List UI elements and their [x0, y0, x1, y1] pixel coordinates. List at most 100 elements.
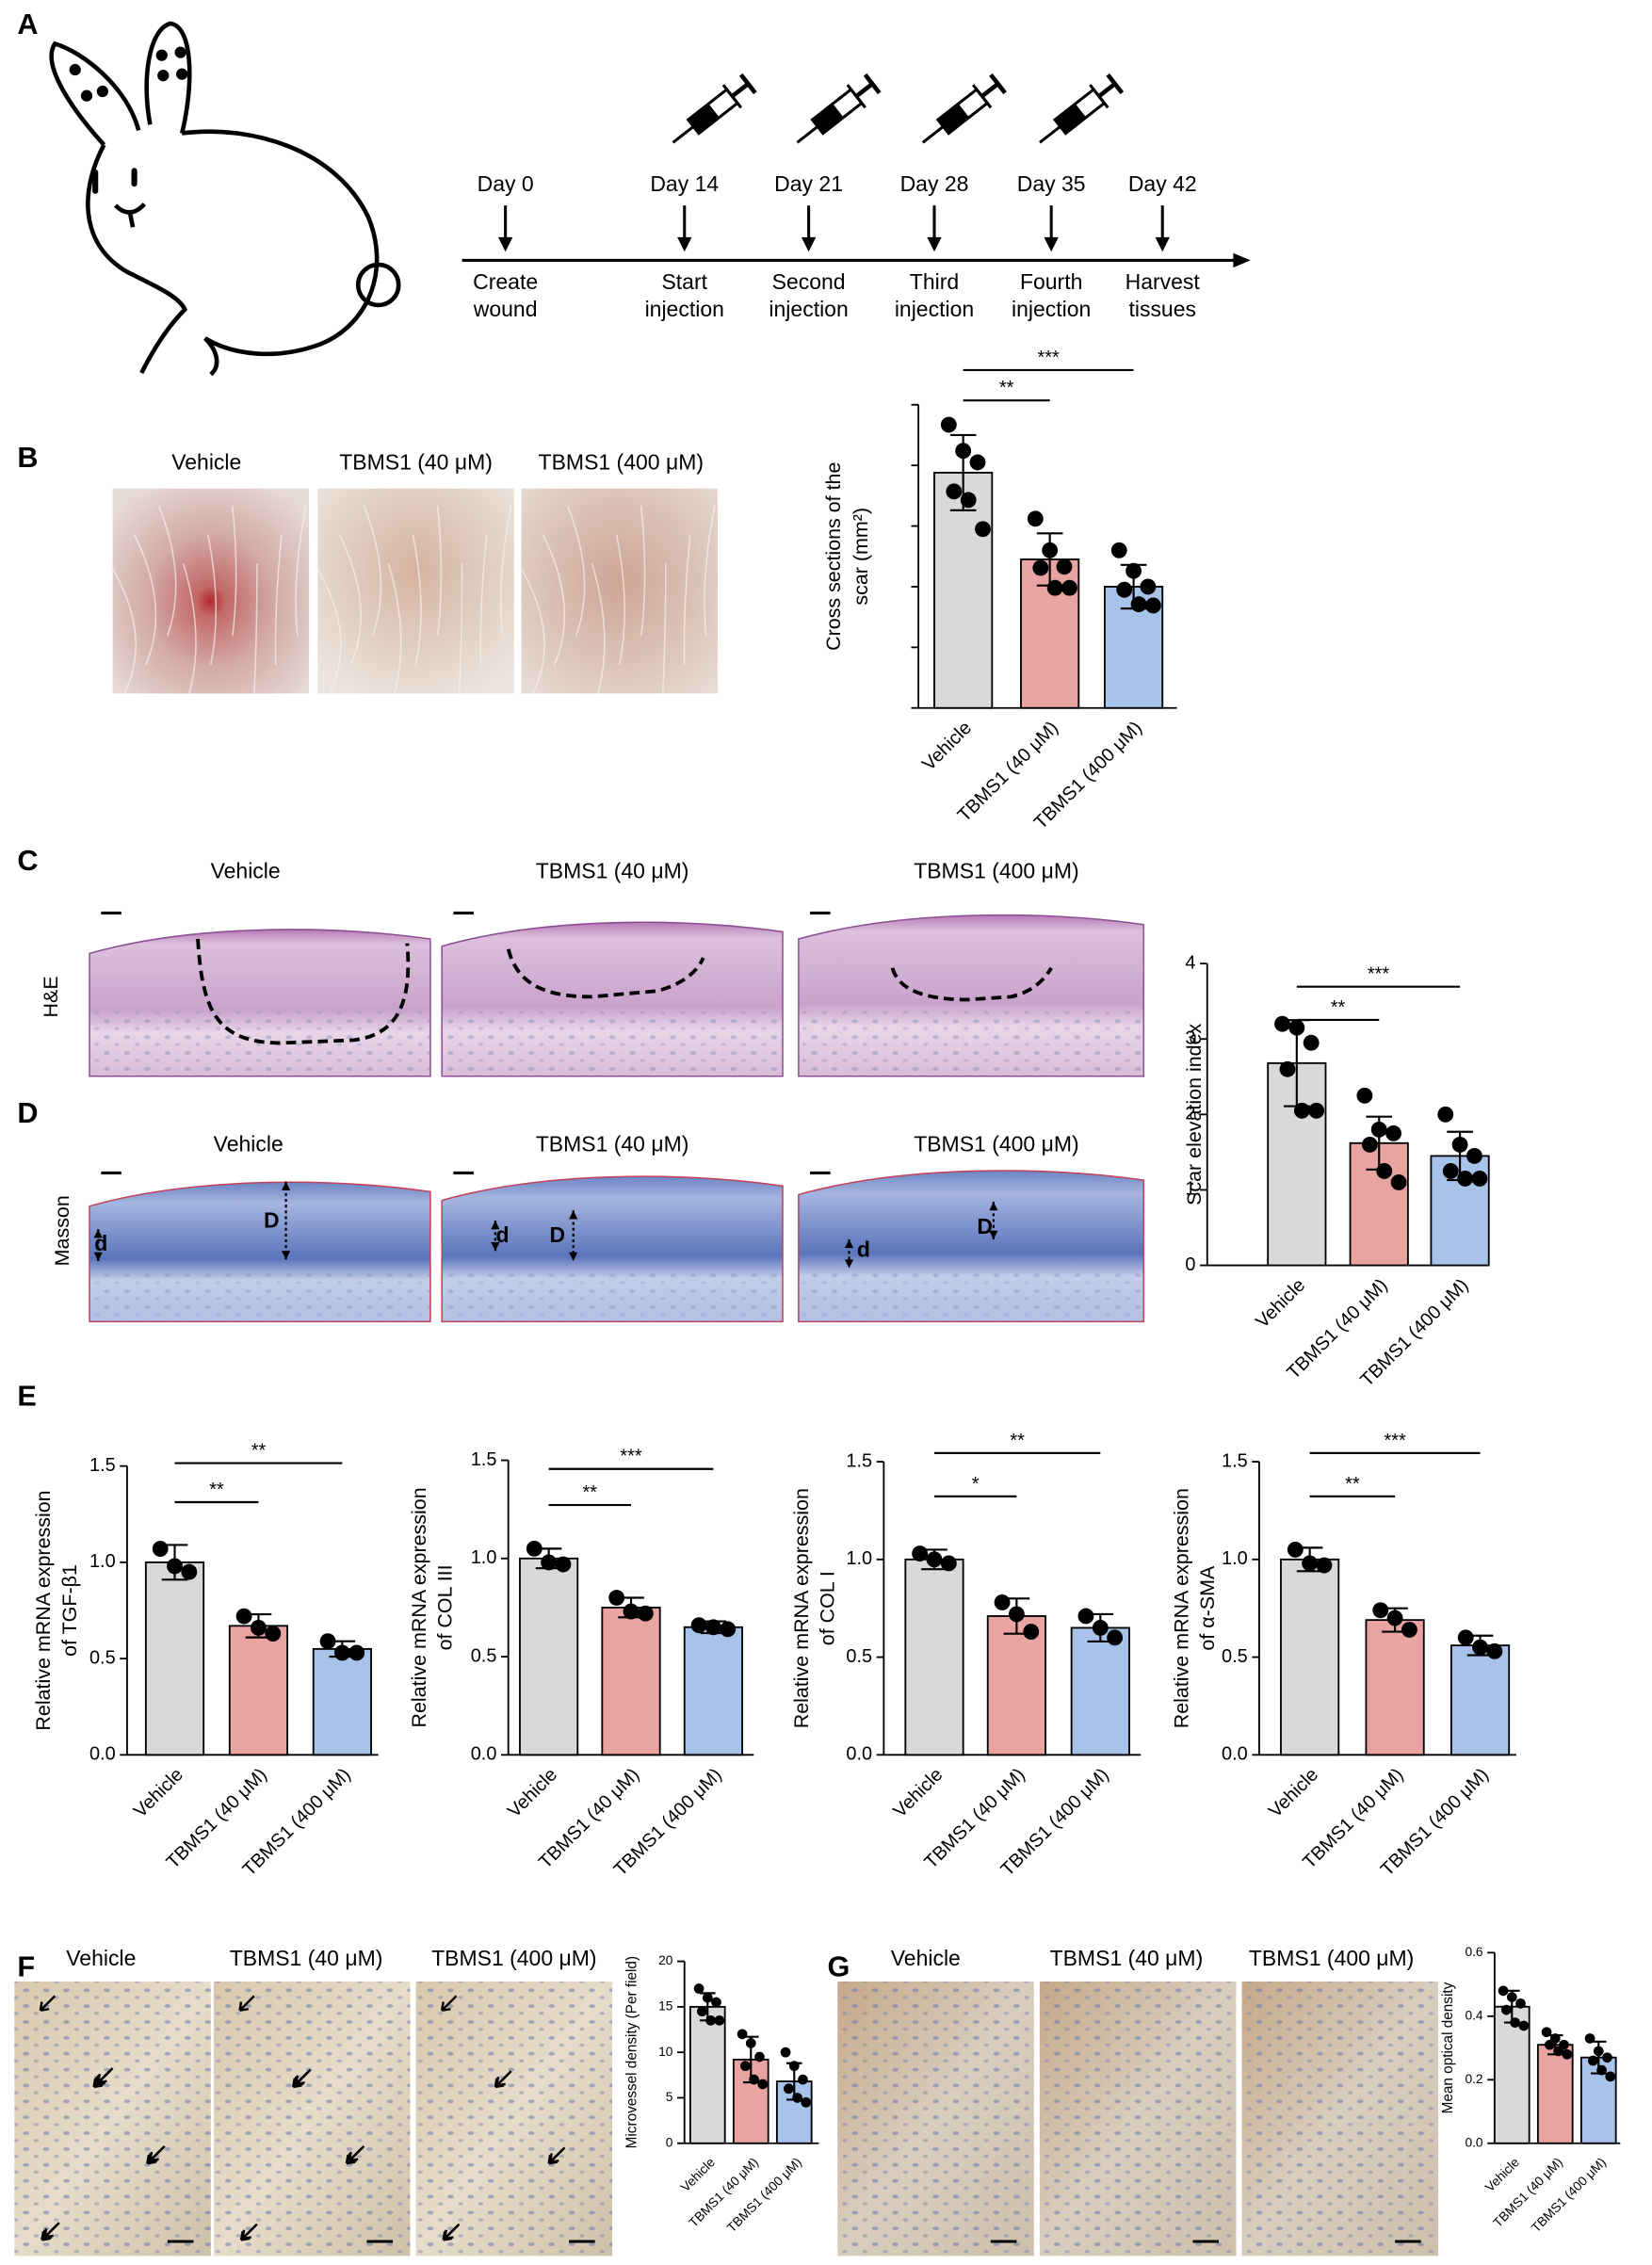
timeline-arrowhead [677, 236, 692, 252]
vessel-arrow [43, 2222, 60, 2239]
syringe-thumb [1106, 73, 1125, 95]
panel-label: A [17, 8, 38, 40]
data-point [1457, 1170, 1474, 1187]
photo-fur [517, 563, 545, 694]
vessel-arrow [440, 1995, 458, 2012]
data-point [1541, 2027, 1552, 2038]
y-tick-label: 1.0 [471, 1547, 497, 1568]
photo-fur [387, 563, 402, 694]
data-point [975, 521, 991, 538]
vessel-arrow [97, 2067, 114, 2084]
rabbit-marks [69, 46, 188, 194]
syringe-plunger [730, 82, 750, 99]
data-point [1144, 597, 1161, 614]
data-point [1486, 1642, 1503, 1659]
syringe-plunger [1097, 82, 1117, 99]
y-axis-label: Mean optical density [1440, 1982, 1456, 2113]
data-point [1287, 1542, 1304, 1558]
photo-fur [683, 534, 691, 665]
bar [683, 1626, 743, 1756]
data-point [792, 2093, 802, 2103]
data-point [1126, 562, 1142, 579]
ihc-nuclei [837, 1982, 1034, 2257]
timeline-day: Day 28 [900, 171, 969, 196]
data-point [181, 1563, 198, 1580]
y-tick-label: 1.0 [1222, 1548, 1248, 1569]
significance-label: *** [1368, 964, 1390, 985]
data-point [757, 2079, 769, 2090]
ihc-nuclei [415, 1982, 613, 2257]
data-point [623, 1603, 640, 1620]
photo-fur [704, 505, 716, 637]
photo-fur [157, 505, 177, 637]
photo-fur [479, 534, 488, 665]
data-point [1385, 1124, 1401, 1141]
vessel-arrow [495, 2070, 512, 2087]
y-tick-label: 0 [1185, 1254, 1195, 1275]
timeline-event: injection [1012, 297, 1091, 321]
data-point [994, 1594, 1011, 1610]
scar-outline [196, 938, 411, 1045]
y-axis-label: of TGF-β1 [58, 1564, 81, 1657]
x-tick-label: Vehicle [918, 718, 976, 775]
vessel-arrow [348, 2144, 365, 2162]
image-caption: Vehicle [66, 1946, 136, 1970]
data-point [960, 492, 977, 509]
syringe-fill [937, 104, 969, 134]
data-point [1498, 1985, 1509, 1997]
data-point [348, 1644, 365, 1661]
ihc-nuclei [1241, 1982, 1439, 2257]
bar [1536, 2044, 1574, 2144]
data-point [1510, 2017, 1520, 2028]
x-tick-label: TBMS1 (400 μM) [1529, 2155, 1609, 2235]
y-axis-label: Relative mRNA expression [790, 1488, 813, 1728]
data-point [541, 1554, 558, 1571]
data-point [969, 454, 986, 471]
y-tick-label: 0.0 [1222, 1744, 1248, 1765]
significance-label: ** [1010, 1431, 1025, 1451]
data-point [319, 1633, 336, 1650]
data-point [754, 2051, 765, 2063]
photo-fur [615, 534, 625, 665]
data-point [1370, 1121, 1387, 1138]
y-tick-label: 2 [1185, 1104, 1195, 1124]
data-point [740, 2061, 751, 2072]
timeline-day: Day 21 [774, 171, 843, 196]
photo-fur [458, 563, 463, 694]
significance-label: ** [1331, 997, 1346, 1018]
data-point [1116, 581, 1133, 598]
depth-marker: D [550, 1222, 566, 1247]
image-caption: Vehicle [891, 1946, 961, 1970]
row-label: Masson [51, 1195, 73, 1266]
syringe-thumb [863, 73, 882, 95]
significance-label: *** [620, 1447, 642, 1467]
depth-marker: D [264, 1208, 280, 1233]
y-tick-label: 0.6 [1465, 1945, 1482, 1959]
y-tick-label: 1.5 [846, 1450, 872, 1471]
depth-arrowhead [93, 1229, 103, 1261]
data-point [912, 1545, 929, 1562]
image-caption: TBMS1 (40 μM) [339, 450, 493, 475]
photo-fur [661, 563, 667, 694]
bar [601, 1607, 661, 1756]
bar [1450, 1644, 1511, 1756]
data-point [251, 1619, 267, 1636]
data-point [1308, 1102, 1325, 1119]
data-point [1553, 2046, 1563, 2057]
photo-fur [314, 563, 342, 694]
depth-arrowhead [989, 1202, 998, 1239]
timeline-arrowhead [927, 236, 942, 252]
panel-label: C [17, 845, 38, 877]
timeline-event: Fourth [1020, 269, 1082, 294]
syringe-icon [1039, 73, 1125, 144]
image-caption: Vehicle [211, 859, 281, 883]
syringe-flange [721, 84, 743, 109]
depth-marker: d [857, 1237, 870, 1261]
depth-arrowhead [844, 1238, 854, 1269]
timeline-arrowhead [1044, 236, 1059, 252]
photo-fur [542, 534, 566, 666]
y-tick-label: 20 [658, 1953, 673, 1967]
y-tick-label: 0.5 [1222, 1646, 1248, 1667]
ihc-nuclei [213, 1982, 411, 2257]
